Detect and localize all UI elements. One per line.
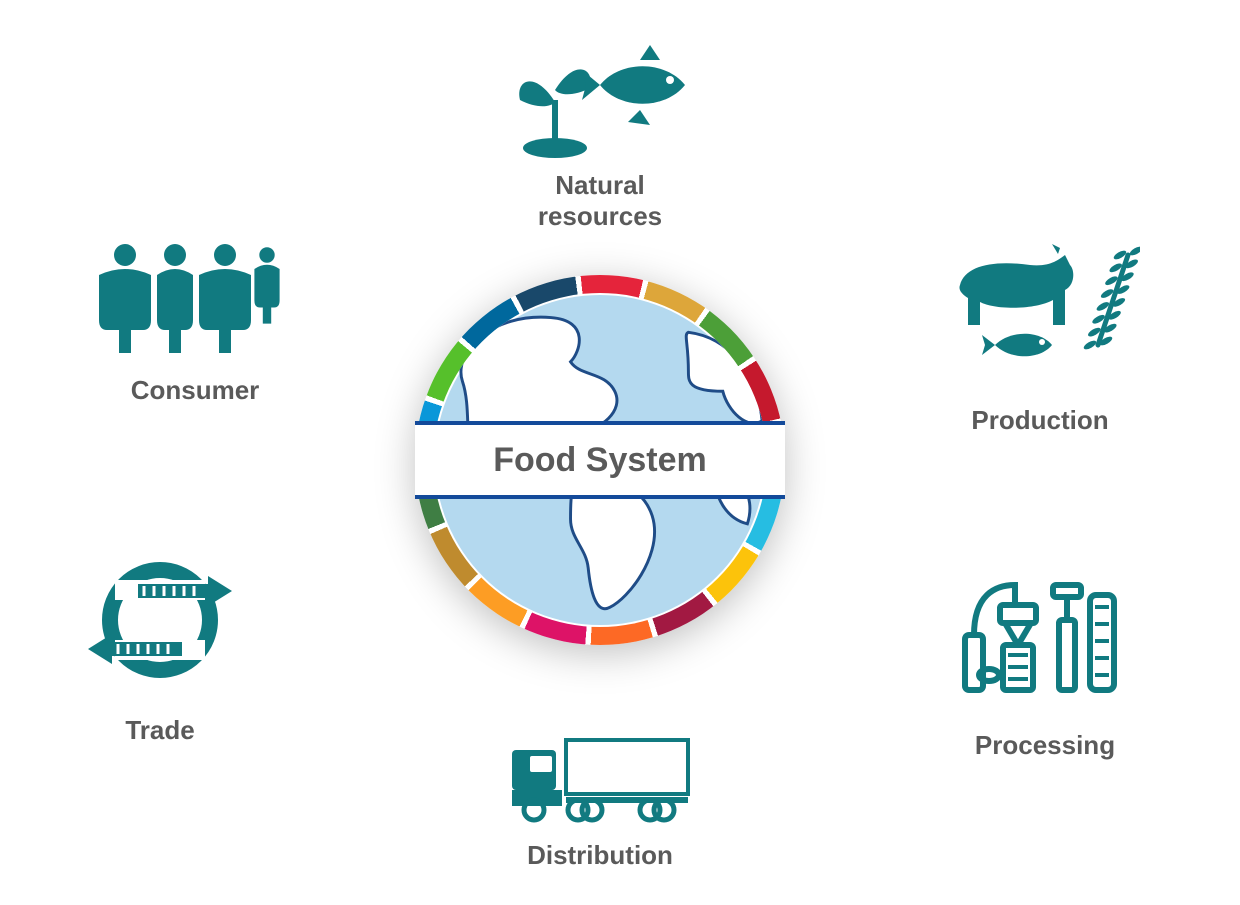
node-production: Production	[930, 230, 1150, 436]
consumer-icon	[85, 225, 305, 365]
consumer-label: Consumer	[85, 375, 305, 406]
trade-icon	[50, 550, 270, 690]
processing-label: Processing	[935, 730, 1155, 761]
node-processing: Processing	[935, 565, 1155, 761]
distribution-label: Distribution	[490, 840, 710, 871]
natural-resources-icon	[490, 30, 710, 170]
production-label: Production	[930, 405, 1150, 436]
center-hub: Food System	[415, 275, 785, 645]
processing-icon	[935, 565, 1155, 705]
node-consumer: Consumer	[85, 225, 305, 406]
node-trade: Trade	[50, 550, 270, 746]
food-system-diagram: Food System Natural resources Production Pr…	[0, 0, 1240, 905]
distribution-icon	[490, 700, 710, 840]
production-icon	[930, 230, 1150, 370]
center-title: Food System	[493, 441, 706, 480]
trade-label: Trade	[50, 715, 270, 746]
natural-resources-label: Natural resources	[490, 170, 710, 232]
node-natural-resources: Natural resources	[490, 30, 710, 232]
node-distribution: Distribution	[490, 700, 710, 871]
